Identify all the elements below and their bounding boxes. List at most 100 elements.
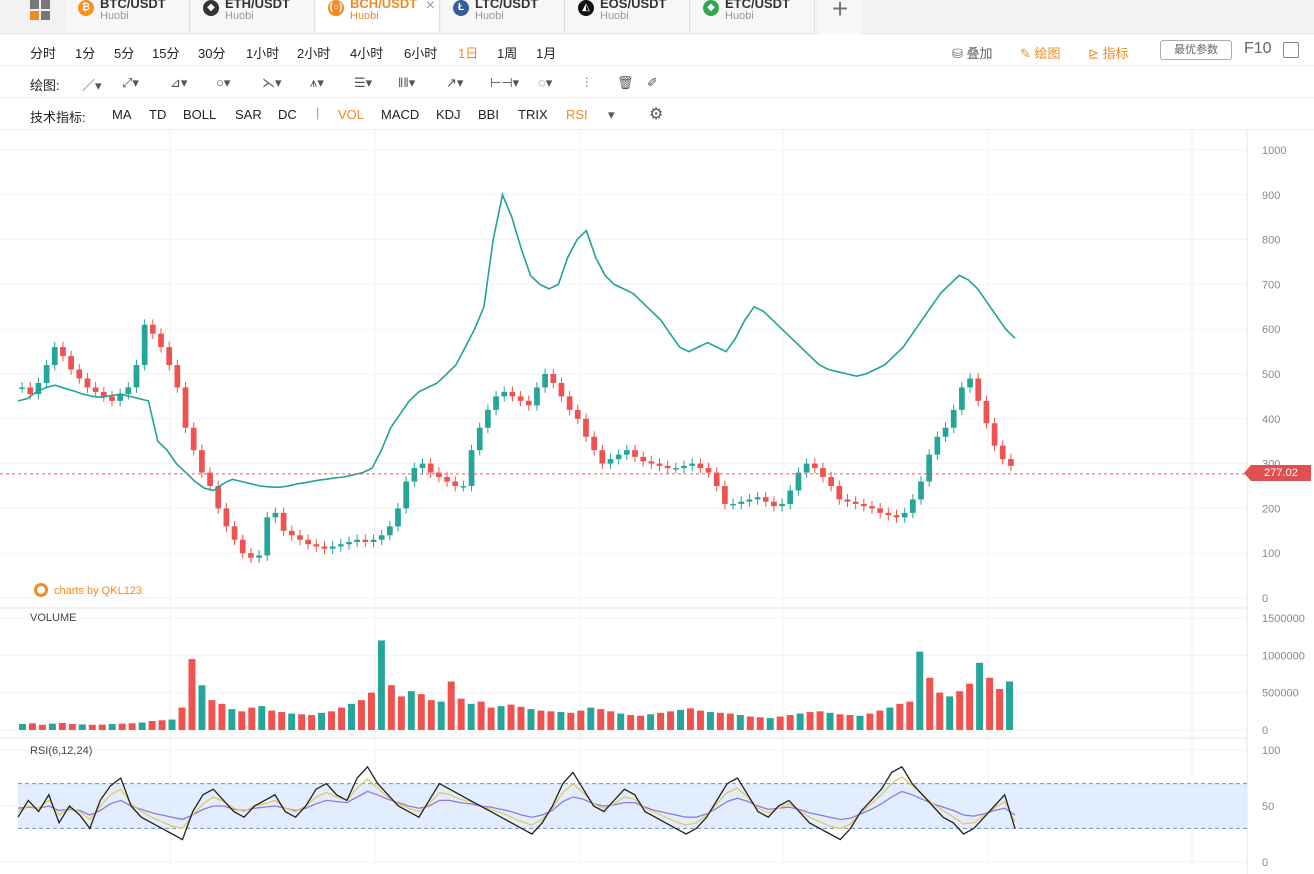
indicator-rsi[interactable]: RSI — [566, 107, 588, 122]
candle — [117, 394, 124, 401]
candle — [444, 477, 450, 482]
tab-etc-usdt[interactable]: ◆ ETC/USDT Huobi — [691, 0, 815, 32]
candle — [509, 391, 516, 397]
volume-bar — [88, 724, 96, 730]
candle — [313, 544, 320, 547]
tab-pair-label: BTC/USDT — [100, 0, 166, 11]
indicator-button[interactable]: ⊵ 指标 — [1088, 43, 1129, 62]
interval-8[interactable]: 6小时 — [404, 46, 438, 61]
indicator-kdj[interactable]: KDJ — [436, 107, 461, 122]
interval-3[interactable]: 15分 — [152, 46, 180, 61]
volume-tick-label: 1500000 — [1262, 613, 1305, 625]
candle — [771, 501, 777, 507]
indicator-macd[interactable]: MACD — [381, 107, 420, 122]
indicator-dc[interactable]: DC — [278, 107, 297, 122]
candle — [223, 508, 230, 527]
indicator-vol[interactable]: VOL — [338, 107, 365, 122]
indicator-boll[interactable]: BOLL — [183, 107, 217, 122]
volume-bar — [108, 724, 116, 730]
indicator-trix[interactable]: TRIX — [518, 107, 548, 122]
note-tool-icon[interactable]: ◌▾ — [538, 75, 553, 90]
tab-eos-usdt[interactable]: ◭ EOS/USDT Huobi — [566, 0, 690, 32]
measure-tool-icon[interactable]: ⊢⊣▾ — [490, 75, 520, 90]
volume-bar — [567, 712, 575, 730]
price-chart[interactable]: 1000900800700600500400300200100015000001… — [0, 130, 1314, 874]
candle — [574, 409, 581, 419]
interval-11[interactable]: 1月 — [536, 46, 557, 61]
indicator-row-label: 技术指标: — [30, 110, 86, 125]
candle — [264, 517, 271, 556]
overlay-button[interactable]: ⛁ 叠加 — [952, 43, 993, 62]
draw-button[interactable]: ✎ 绘图 — [1020, 43, 1061, 62]
arrow-tool-icon[interactable]: ↗▾ — [446, 75, 464, 90]
indicator-sar[interactable]: SAR — [235, 107, 262, 122]
volume-bar — [218, 703, 226, 730]
trash-icon[interactable]: 🗑 — [617, 75, 634, 90]
tab-eth-usdt[interactable]: ◆ ETH/USDT Huobi — [191, 0, 315, 32]
fib-tool-icon[interactable]: ☰▾ — [354, 75, 373, 90]
tab-bch-usdt[interactable]: (○) BCH/USDT Huobi × — [316, 0, 440, 32]
volume-bar — [886, 707, 894, 730]
tab-bar: ₿ BTC/USDT Huobi ◆ ETH/USDT Huobi (○) BCH/USDT H… — [0, 0, 1314, 34]
candle — [517, 396, 524, 401]
candle — [623, 450, 630, 455]
volume-bar — [318, 712, 326, 730]
candle — [836, 486, 843, 500]
brush-clear-icon[interactable]: ✐ — [647, 75, 658, 90]
candle — [787, 490, 794, 504]
candle — [27, 387, 34, 395]
add-tab-button[interactable]: + — [818, 0, 862, 34]
circle-tool-icon[interactable]: ○▾ — [216, 75, 231, 90]
interval-6[interactable]: 2小时 — [297, 46, 331, 61]
interval-7[interactable]: 4小时 — [350, 46, 384, 61]
volume-bar — [258, 706, 266, 730]
fullscreen-icon[interactable] — [1283, 42, 1299, 58]
gann-tool-icon[interactable]: ‖‖▾ — [398, 75, 416, 90]
indicator-separator: | — [316, 105, 320, 120]
volume-bar — [338, 707, 346, 730]
candle — [901, 512, 908, 518]
volume-bar — [138, 722, 146, 730]
indicator-td[interactable]: TD — [149, 107, 167, 122]
line-tool-icon[interactable]: ／▾ — [82, 78, 102, 93]
volume-bar — [587, 707, 595, 730]
interval-0[interactable]: 分时 — [30, 46, 57, 61]
interval-5[interactable]: 1小时 — [246, 46, 280, 61]
volume-bar — [796, 713, 804, 730]
volume-bar — [407, 691, 415, 730]
volume-bar — [806, 712, 814, 730]
f10-button[interactable]: F10 — [1244, 40, 1272, 57]
channel-tool-icon[interactable]: ⊿▾ — [170, 75, 188, 90]
volume-bar — [627, 715, 635, 730]
indicator-ma[interactable]: MA — [112, 107, 132, 122]
more-indicators-icon[interactable]: ▾ — [608, 107, 615, 122]
indicator-bbi[interactable]: BBI — [478, 107, 499, 122]
candle-tool-icon[interactable]: ⫶ — [585, 75, 589, 90]
interval-4[interactable]: 30分 — [198, 46, 226, 61]
close-tab-icon[interactable]: × — [425, 0, 435, 14]
price-tick-label: 1000 — [1262, 145, 1286, 157]
tab-ltc-usdt[interactable]: Ł LTC/USDT Huobi — [441, 0, 565, 32]
interval-10[interactable]: 1周 — [497, 46, 518, 61]
optimal-params-button[interactable]: 最优参数 — [1160, 40, 1232, 60]
interval-9[interactable]: 1日 — [458, 46, 479, 61]
rsi-tick-label: 50 — [1262, 801, 1274, 813]
rsi-band — [18, 783, 1247, 829]
volume-bar — [417, 694, 425, 730]
tab-btc-usdt[interactable]: ₿ BTC/USDT Huobi — [66, 0, 190, 32]
volume-bar — [198, 685, 206, 730]
ray-tool-icon[interactable]: ⤢▾ — [122, 75, 139, 90]
volume-bar — [348, 703, 355, 730]
volume-bar — [786, 715, 794, 730]
interval-1[interactable]: 1分 — [75, 46, 96, 61]
volume-bar — [726, 713, 734, 730]
grid-menu-icon[interactable] — [22, 0, 62, 24]
settings-gear-icon[interactable]: ⚙ — [649, 106, 664, 123]
zigzag-tool-icon[interactable]: ⋋▾ — [262, 75, 282, 90]
candle — [109, 396, 115, 401]
drawing-toolbar: 绘图: ／▾ ⤢▾ ⊿▾ ○▾ ⋋▾ ⩚▾ ☰▾ ‖‖▾ ↗▾ ⊢⊣▾ ◌▾ ⫶… — [0, 67, 1314, 98]
pattern-tool-icon[interactable]: ⩚▾ — [310, 75, 324, 90]
volume-pane-label: VOLUME — [30, 612, 77, 624]
coin-icon: ◭ — [578, 0, 594, 16]
interval-2[interactable]: 5分 — [114, 46, 135, 61]
